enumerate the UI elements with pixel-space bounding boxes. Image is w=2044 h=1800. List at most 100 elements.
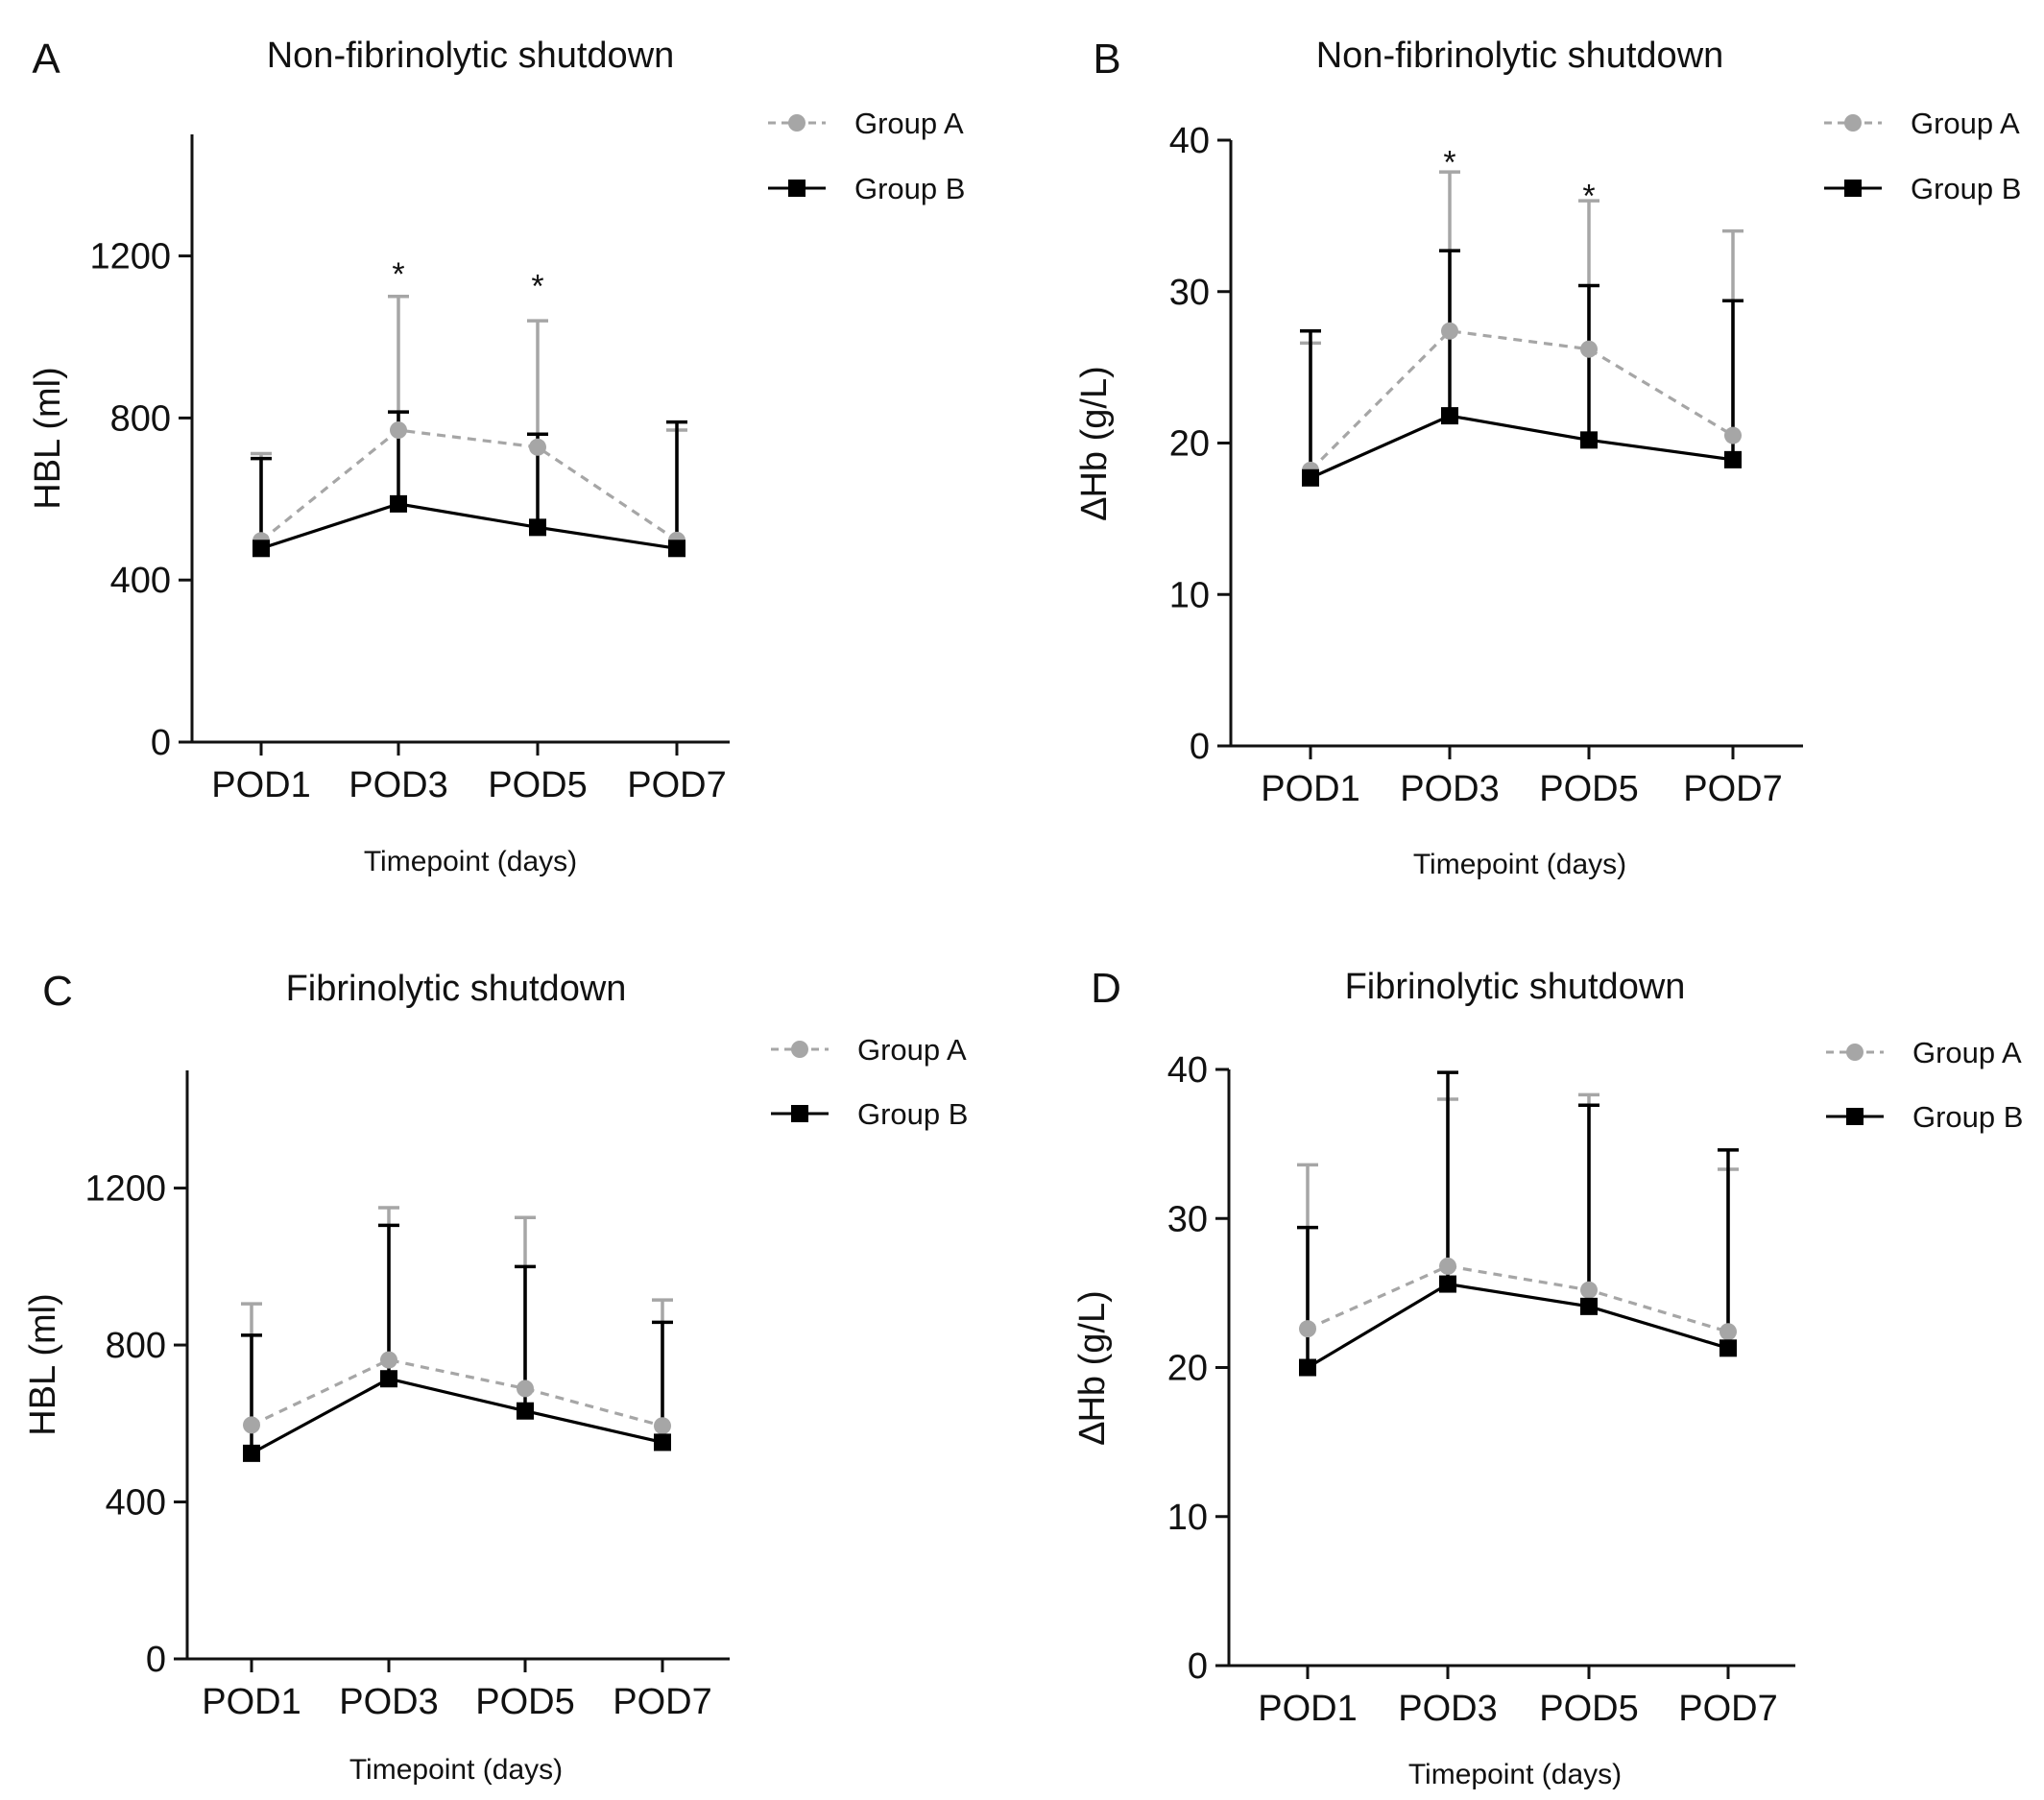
data-point-group-a — [380, 1351, 397, 1369]
data-point-group-b — [1302, 468, 1319, 487]
x-tick-label: POD5 — [1539, 1689, 1638, 1729]
data-point-group-a — [1580, 1281, 1598, 1299]
series-line-group-b — [1307, 1282, 1729, 1369]
chart-panel-c: C Fibrinolytic shutdown 0 400 800 1200 POD1 POD… — [23, 968, 968, 1786]
data-point-group-a — [529, 438, 546, 456]
y-tick-label: 30 — [1169, 273, 1210, 313]
y-tick-label: 0 — [1188, 1646, 1208, 1687]
x-axis-label: Timepoint (days) — [1413, 849, 1626, 880]
x-tick-label: POD7 — [627, 765, 726, 805]
legend-marker-group-b — [788, 180, 806, 197]
legend-marker-group-a — [791, 1041, 808, 1058]
y-axis-label: ∆Hb (g/L) — [1074, 366, 1115, 520]
data-point-group-b — [1724, 450, 1742, 468]
y-tick-label: 10 — [1169, 575, 1210, 615]
x-tick-label: POD1 — [1258, 1689, 1357, 1729]
x-tick-label: POD1 — [211, 765, 310, 805]
chart-title: Fibrinolytic shutdown — [1345, 967, 1686, 1007]
y-tick-label: 30 — [1167, 1199, 1208, 1239]
y-tick-label: 40 — [1167, 1050, 1208, 1091]
data-point-group-b — [1580, 431, 1598, 449]
series-line-group-b — [251, 1377, 663, 1455]
data-point-group-b — [1719, 1339, 1737, 1357]
data-point-group-b — [243, 1444, 260, 1462]
y-tick-label: 0 — [1190, 727, 1210, 767]
legend: Group A Group B — [1824, 107, 2021, 205]
series-line-group-b — [260, 502, 678, 550]
legend-marker-group-a — [1846, 1044, 1864, 1061]
data-point-group-a — [1719, 1323, 1737, 1341]
y-tick-label: 40 — [1169, 121, 1210, 161]
x-tick-label: POD1 — [1261, 769, 1359, 809]
significance-marker: * — [1582, 178, 1595, 214]
panel-letter: A — [32, 36, 60, 83]
x-tick-label: POD3 — [339, 1682, 438, 1722]
x-tick-label: POD3 — [349, 765, 447, 805]
y-tick-label: 20 — [1167, 1349, 1208, 1389]
y-tick-label: 1200 — [89, 237, 171, 277]
legend-label-group-a: Group A — [857, 1033, 967, 1067]
chart-title: Fibrinolytic shutdown — [286, 969, 627, 1009]
data-point-group-a — [517, 1380, 534, 1398]
data-point-group-b — [517, 1402, 534, 1420]
data-point-group-b — [380, 1370, 397, 1388]
data-point-group-a — [1441, 322, 1458, 340]
significance-marker: * — [392, 256, 404, 293]
legend-label-group-a: Group A — [854, 107, 964, 140]
series-line-group-a — [1309, 329, 1734, 472]
x-tick-label: POD3 — [1398, 1689, 1497, 1729]
legend-marker-group-b — [1846, 1108, 1864, 1125]
x-tick-label: POD5 — [1539, 769, 1638, 809]
data-point-group-a — [390, 421, 407, 440]
data-point-group-b — [390, 494, 407, 513]
data-point-group-b — [1439, 1275, 1456, 1293]
data-point-group-a — [1724, 426, 1742, 444]
legend-marker-group-a — [788, 114, 806, 132]
x-axis-label: Timepoint (days) — [364, 846, 577, 877]
x-tick-label: POD3 — [1400, 769, 1499, 809]
data-point-group-b — [1299, 1358, 1316, 1377]
series-line-group-a — [259, 428, 678, 542]
legend-label-group-b: Group B — [1912, 1100, 2023, 1134]
data-point-group-b — [654, 1433, 671, 1452]
y-axis-label: HBL (ml) — [23, 1293, 63, 1435]
data-point-group-b — [1441, 407, 1458, 425]
y-tick-label: 400 — [110, 561, 171, 601]
y-axis-label: ∆Hb (g/L) — [1072, 1290, 1113, 1445]
y-tick-label: 800 — [110, 398, 171, 439]
y-axis-label: HBL (ml) — [28, 367, 68, 509]
x-tick-label: POD7 — [1678, 1689, 1777, 1729]
data-point-group-a — [1439, 1257, 1456, 1275]
significance-marker: * — [1443, 145, 1455, 181]
y-tick-label: 1200 — [84, 1169, 166, 1210]
legend-label-group-a: Group A — [1912, 1036, 2022, 1069]
legend-marker-group-b — [791, 1105, 808, 1122]
series-line-group-a — [1307, 1264, 1729, 1333]
y-tick-label: 10 — [1167, 1498, 1208, 1538]
legend-marker-group-a — [1844, 114, 1862, 132]
series-line-group-b — [1310, 414, 1734, 480]
data-point-group-a — [243, 1416, 260, 1434]
data-point-group-b — [1580, 1297, 1598, 1315]
panel-letter: B — [1093, 36, 1120, 83]
data-point-group-a — [654, 1417, 671, 1435]
legend: Group A Group B — [768, 107, 965, 205]
legend-label-group-a: Group A — [1911, 107, 2020, 140]
legend: Group A Group B — [771, 1033, 968, 1131]
data-point-group-b — [668, 540, 685, 558]
chart-title: Non-fibrinolytic shutdown — [267, 36, 675, 76]
data-point-group-b — [252, 540, 270, 558]
panel-letter: D — [1091, 965, 1121, 1012]
y-tick-label: 400 — [106, 1483, 166, 1524]
y-tick-label: 0 — [151, 723, 171, 763]
data-point-group-b — [529, 518, 546, 537]
chart-panel-a: A Non-fibrinolytic shutdown 0 400 800 1200 POD… — [28, 36, 965, 877]
data-point-group-a — [1299, 1320, 1316, 1338]
chart-panel-b: B Non-fibrinolytic shutdown 0 10 20 30 40 POD1 P… — [1074, 36, 2021, 880]
legend-label-group-b: Group B — [854, 172, 965, 205]
legend-label-group-b: Group B — [1911, 172, 2021, 205]
x-tick-label: POD5 — [475, 1682, 574, 1722]
x-tick-label: POD7 — [613, 1682, 711, 1722]
